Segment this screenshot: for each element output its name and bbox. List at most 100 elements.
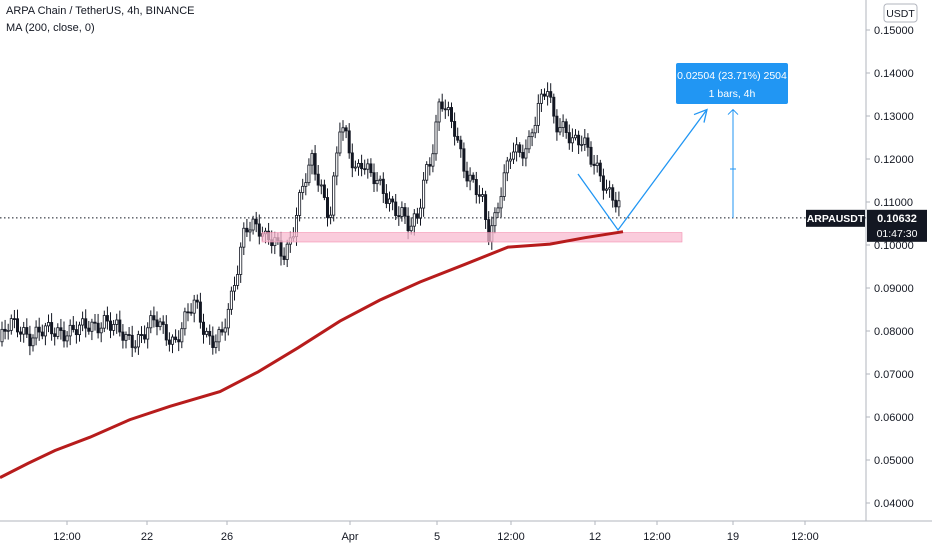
candle-body: [341, 127, 345, 133]
candle-body: [192, 299, 196, 314]
candle-body: [425, 164, 429, 181]
candle-body: [409, 225, 413, 232]
candle-body: [127, 334, 131, 336]
candle-body: [239, 246, 243, 275]
candle-body: [319, 184, 323, 187]
candle-body: [74, 329, 78, 336]
candle-body: [477, 194, 481, 197]
candle-body: [9, 318, 13, 331]
candle-body: [121, 331, 125, 341]
candle-body: [115, 319, 119, 325]
candle-body: [440, 101, 444, 110]
measure-label-box: [676, 63, 788, 104]
candle-body: [539, 93, 543, 104]
ma-200-line[interactable]: [0, 230, 624, 479]
candle-body: [53, 333, 57, 337]
candle-body: [418, 207, 422, 219]
candle-body: [164, 324, 168, 341]
candle-body: [449, 107, 453, 122]
candle-body: [201, 321, 205, 335]
candle-body: [577, 134, 581, 146]
candle-body: [146, 327, 150, 340]
candle-body: [335, 152, 339, 177]
candle-body: [412, 213, 416, 227]
candle-body: [47, 322, 51, 327]
candle-body: [617, 200, 621, 208]
candle-body: [338, 131, 342, 154]
candle-body: [298, 192, 302, 216]
candle-body: [229, 290, 233, 310]
measure-tool[interactable]: 0.02504 (23.71%) 2504 1 bars, 4h: [676, 63, 788, 218]
candle-body: [152, 315, 156, 321]
candle-body: [344, 127, 348, 132]
time-tick-label: 12:00: [791, 531, 819, 543]
candle-body: [174, 336, 178, 341]
candle-body: [6, 329, 10, 332]
candle-body: [211, 335, 215, 348]
candle-body: [22, 327, 26, 335]
candle-body: [605, 188, 609, 191]
candle-body: [474, 179, 478, 196]
candle-body: [406, 215, 410, 232]
candle-body: [242, 227, 246, 248]
candle-body: [84, 318, 88, 329]
price-tick-label: 0.12000: [874, 154, 914, 166]
currency-badge[interactable]: [883, 3, 918, 23]
candle-body: [34, 326, 38, 339]
candle-body: [43, 325, 47, 337]
candle-body: [25, 327, 29, 335]
candle-body: [471, 174, 475, 180]
candle-body: [167, 339, 171, 345]
candle-body: [329, 214, 333, 218]
candle-body: [530, 132, 534, 138]
price-tick-label: 0.09000: [874, 283, 914, 295]
candle-body: [586, 137, 590, 148]
candle-body: [332, 175, 336, 216]
candle-body: [105, 315, 109, 322]
ticker-label-bg: [806, 209, 865, 227]
candle-body: [31, 337, 35, 347]
candle-body: [394, 201, 398, 216]
candle-body: [372, 172, 376, 185]
candle-body: [189, 311, 193, 314]
candle-body: [446, 107, 450, 111]
candle-body: [527, 136, 531, 150]
candle-body: [437, 101, 441, 123]
candle-body: [93, 321, 97, 324]
candle-body: [549, 91, 553, 98]
candle-body: [304, 182, 308, 187]
time-tick-label: 22: [141, 531, 153, 543]
candle-body: [99, 327, 103, 334]
candle-body: [198, 301, 202, 323]
candle-body: [316, 173, 320, 186]
candle-body: [515, 144, 519, 153]
candle-body: [375, 180, 379, 185]
candle-body: [360, 162, 364, 170]
candle-body: [50, 322, 54, 335]
candle-body: [453, 121, 457, 137]
candle-body: [403, 207, 407, 217]
candle-body: [391, 198, 395, 203]
time-axis[interactable]: 12:00 22 26 Apr 5 12:00 12 12:00 19 12:00: [0, 520, 932, 550]
candle-body: [536, 102, 540, 126]
candle-body: [307, 164, 311, 184]
candle-body: [96, 322, 100, 334]
candle-body: [347, 130, 351, 154]
projection-arrow-path[interactable]: [577, 109, 708, 232]
candle-body: [580, 144, 584, 146]
candle-body: [468, 174, 472, 182]
price-axis[interactable]: USDT 0.15000 0.14000 0.13000 0.12000 0.11000 0…: [865, 0, 932, 550]
candle-body: [112, 324, 116, 331]
candle-body: [310, 153, 314, 166]
candle-body: [205, 330, 209, 335]
support-zone[interactable]: [261, 232, 683, 243]
candle-body: [232, 285, 236, 292]
time-tick-label: Apr: [341, 531, 358, 543]
candle-body: [78, 324, 82, 336]
price-tick-label: 0.04000: [874, 498, 914, 510]
ticker-label: ARPAUSDT: [807, 213, 865, 225]
candle-body: [558, 127, 562, 133]
price-tick-label: 0.07000: [874, 369, 914, 381]
candle-body: [59, 327, 63, 331]
